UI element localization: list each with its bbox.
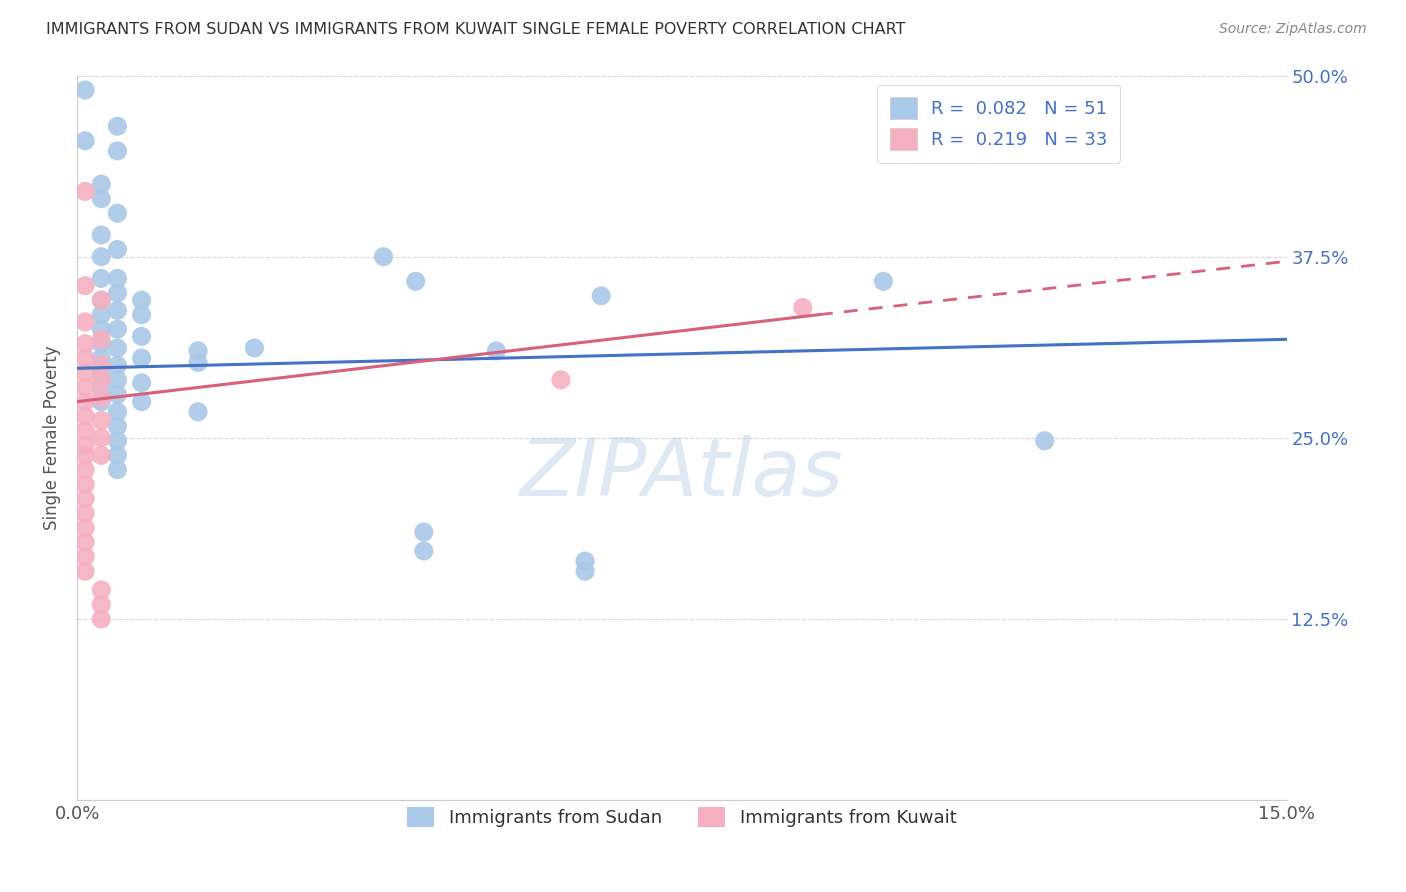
Point bbox=[107, 434, 129, 448]
Point bbox=[131, 351, 153, 366]
Point bbox=[90, 431, 112, 445]
Point bbox=[107, 206, 129, 220]
Point bbox=[107, 359, 129, 373]
Point bbox=[107, 303, 129, 318]
Point bbox=[107, 448, 129, 462]
Point bbox=[107, 341, 129, 355]
Point bbox=[405, 274, 427, 288]
Point bbox=[90, 178, 112, 192]
Point bbox=[187, 405, 209, 419]
Point bbox=[90, 448, 112, 462]
Point bbox=[75, 438, 97, 452]
Point bbox=[75, 315, 97, 329]
Point bbox=[90, 394, 112, 409]
Point bbox=[131, 376, 153, 390]
Point bbox=[90, 366, 112, 380]
Point bbox=[75, 564, 97, 578]
Point bbox=[550, 373, 572, 387]
Point bbox=[90, 612, 112, 626]
Point bbox=[107, 373, 129, 387]
Point bbox=[1033, 434, 1056, 448]
Point bbox=[75, 83, 97, 97]
Point bbox=[872, 274, 894, 288]
Point bbox=[75, 506, 97, 520]
Point bbox=[131, 394, 153, 409]
Point bbox=[412, 544, 434, 558]
Point bbox=[90, 271, 112, 285]
Legend: Immigrants from Sudan, Immigrants from Kuwait: Immigrants from Sudan, Immigrants from K… bbox=[401, 799, 963, 835]
Text: ZIPAtlas: ZIPAtlas bbox=[520, 435, 844, 513]
Point bbox=[131, 308, 153, 322]
Point bbox=[90, 308, 112, 322]
Point bbox=[90, 250, 112, 264]
Point bbox=[107, 322, 129, 336]
Point bbox=[90, 336, 112, 351]
Point bbox=[243, 341, 266, 355]
Point bbox=[75, 380, 97, 394]
Point bbox=[90, 351, 112, 366]
Point bbox=[107, 463, 129, 477]
Point bbox=[75, 491, 97, 506]
Point bbox=[187, 355, 209, 369]
Point bbox=[75, 549, 97, 564]
Point bbox=[107, 387, 129, 401]
Point bbox=[107, 144, 129, 158]
Point bbox=[107, 271, 129, 285]
Text: IMMIGRANTS FROM SUDAN VS IMMIGRANTS FROM KUWAIT SINGLE FEMALE POVERTY CORRELATIO: IMMIGRANTS FROM SUDAN VS IMMIGRANTS FROM… bbox=[46, 22, 905, 37]
Point bbox=[90, 227, 112, 242]
Point bbox=[75, 351, 97, 366]
Point bbox=[90, 322, 112, 336]
Point bbox=[75, 394, 97, 409]
Point bbox=[90, 373, 112, 387]
Point bbox=[75, 409, 97, 424]
Point bbox=[90, 293, 112, 308]
Point bbox=[90, 293, 112, 308]
Point bbox=[90, 359, 112, 373]
Point bbox=[90, 390, 112, 404]
Point bbox=[574, 554, 596, 568]
Point bbox=[90, 413, 112, 427]
Point bbox=[75, 185, 97, 199]
Point bbox=[107, 285, 129, 300]
Point bbox=[591, 289, 613, 303]
Point bbox=[90, 192, 112, 206]
Point bbox=[107, 243, 129, 257]
Point bbox=[75, 535, 97, 549]
Point bbox=[75, 134, 97, 148]
Point bbox=[373, 250, 395, 264]
Point bbox=[75, 448, 97, 462]
Point bbox=[485, 343, 508, 358]
Point bbox=[412, 525, 434, 540]
Point bbox=[75, 521, 97, 535]
Point bbox=[75, 424, 97, 438]
Point bbox=[75, 477, 97, 491]
Point bbox=[90, 380, 112, 394]
Point bbox=[90, 582, 112, 597]
Point bbox=[792, 301, 814, 315]
Point bbox=[187, 343, 209, 358]
Point bbox=[75, 366, 97, 380]
Text: Source: ZipAtlas.com: Source: ZipAtlas.com bbox=[1219, 22, 1367, 37]
Point bbox=[75, 336, 97, 351]
Point bbox=[107, 405, 129, 419]
Point bbox=[107, 120, 129, 134]
Point bbox=[131, 329, 153, 343]
Point bbox=[90, 598, 112, 612]
Point bbox=[131, 293, 153, 308]
Y-axis label: Single Female Poverty: Single Female Poverty bbox=[44, 345, 60, 530]
Point bbox=[90, 332, 112, 346]
Point bbox=[574, 564, 596, 578]
Point bbox=[75, 278, 97, 293]
Point bbox=[75, 463, 97, 477]
Point bbox=[107, 419, 129, 434]
